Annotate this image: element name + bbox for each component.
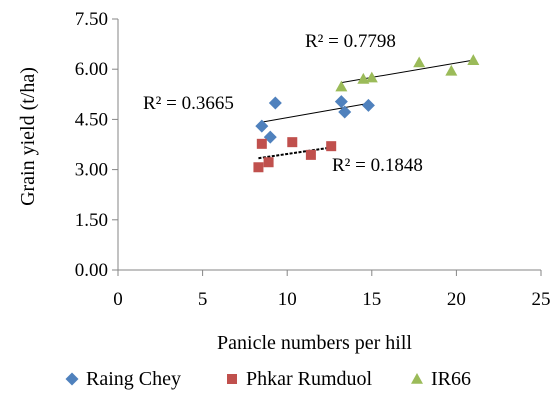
data-point-diamond bbox=[255, 119, 269, 133]
r-squared-label: R² = 0.1848 bbox=[332, 155, 423, 176]
legend-label: Phkar Rumduol bbox=[246, 368, 373, 390]
x-tick-label: 15 bbox=[362, 289, 381, 310]
y-tick-label: 7.50 bbox=[75, 9, 108, 30]
data-point-square bbox=[326, 141, 337, 152]
data-point-diamond bbox=[263, 130, 277, 144]
legend: Raing Chey Phkar Rumduol IR66 bbox=[65, 368, 471, 390]
axes: 0.00 1.50 3.00 4.50 6.00 7.50 0 5 10 15 20 25 Panicl… bbox=[17, 9, 551, 354]
x-tick-label: 10 bbox=[278, 289, 297, 310]
data-point-diamond bbox=[334, 95, 348, 109]
x-tick-label: 20 bbox=[447, 289, 466, 310]
r-squared-label: R² = 0.7798 bbox=[305, 31, 396, 52]
x-tick-label: 0 bbox=[113, 289, 123, 310]
trendline-diamond bbox=[261, 102, 369, 123]
trendline-square bbox=[258, 146, 332, 160]
data-point-triangle bbox=[445, 64, 458, 76]
r-squared-label: R² = 0.3665 bbox=[143, 93, 234, 114]
data-point-triangle bbox=[413, 56, 426, 68]
y-tick-label: 6.00 bbox=[75, 59, 108, 80]
data-point-square bbox=[305, 149, 316, 160]
data-point-triangle bbox=[335, 80, 348, 92]
data-point-diamond bbox=[338, 105, 352, 119]
legend-marker-triangle bbox=[411, 373, 423, 384]
legend-marker-square bbox=[227, 374, 237, 384]
data-point-triangle bbox=[357, 72, 370, 84]
legend-marker-diamond bbox=[65, 372, 79, 386]
data-point-diamond bbox=[268, 96, 282, 110]
legend-label: IR66 bbox=[431, 368, 471, 390]
x-tick-label: 5 bbox=[198, 289, 208, 310]
y-tick-label: 4.50 bbox=[75, 109, 108, 130]
data-point-square bbox=[263, 157, 274, 168]
legend-label: Raing Chey bbox=[86, 368, 181, 390]
data-point-diamond bbox=[361, 98, 375, 112]
data-point-square bbox=[287, 137, 298, 148]
data-point-triangle bbox=[365, 71, 378, 83]
data-points bbox=[253, 54, 480, 173]
y-tick-label: 0.00 bbox=[75, 260, 108, 281]
x-axis-title: Panicle numbers per hill bbox=[217, 332, 412, 354]
r-squared-annotations: R² = 0.3665 R² = 0.1848 R² = 0.7798 bbox=[143, 31, 423, 176]
x-tick-label: 25 bbox=[532, 289, 551, 310]
data-point-square bbox=[256, 138, 267, 149]
data-point-triangle bbox=[467, 54, 480, 65]
y-axis-title: Grain yield (t/ha) bbox=[17, 67, 39, 206]
data-point-square bbox=[253, 162, 264, 173]
y-tick-label: 1.50 bbox=[75, 210, 108, 231]
y-tick-label: 3.00 bbox=[75, 160, 108, 181]
